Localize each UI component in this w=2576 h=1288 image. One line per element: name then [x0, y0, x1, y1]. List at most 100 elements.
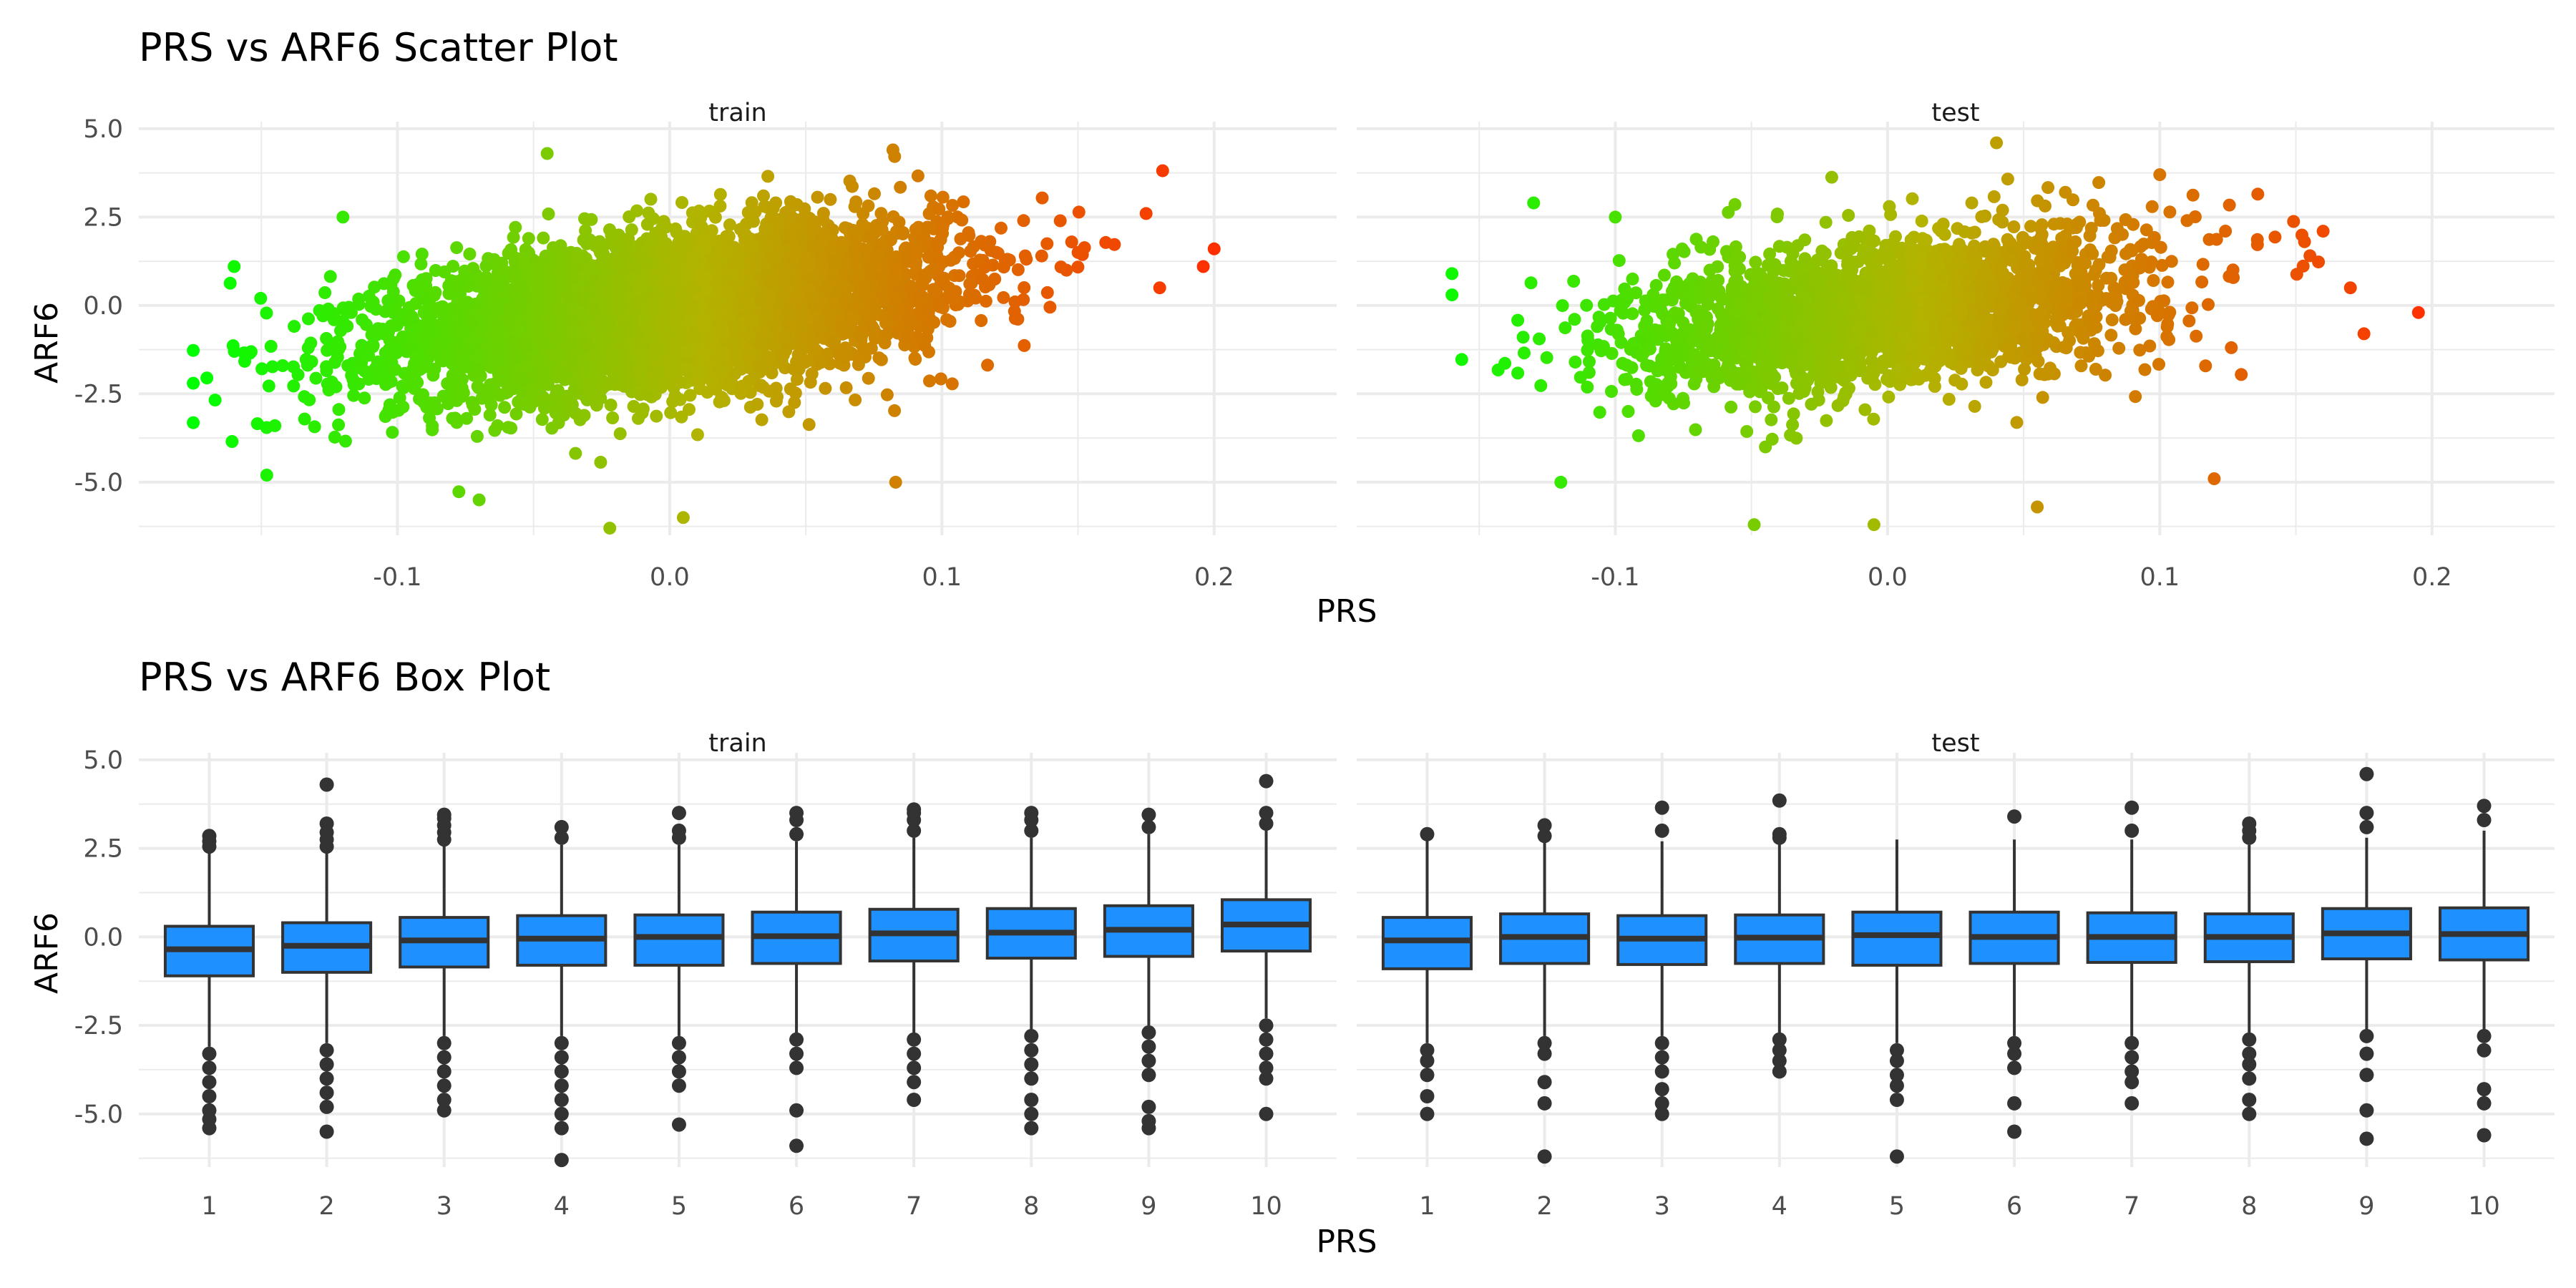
scatter-point [664, 406, 678, 419]
scatter-point [518, 398, 531, 411]
scatter-point [390, 318, 404, 332]
scatter-point [852, 270, 865, 283]
scatter-point [417, 306, 431, 319]
scatter-point [879, 316, 892, 330]
scatter-y-tick-label: 0.0 [83, 292, 123, 321]
scatter-point [1011, 263, 1025, 276]
scatter-point [585, 213, 598, 226]
scatter-point [675, 196, 688, 209]
scatter-point [250, 417, 264, 431]
scatter-point [940, 313, 954, 326]
scatter-point [909, 258, 922, 272]
scatter-point [712, 364, 726, 377]
scatter-point [1054, 260, 1068, 274]
scatter-point [853, 330, 867, 343]
scatter-point [862, 371, 875, 385]
scatter-point [446, 411, 459, 425]
scatter-point [1156, 164, 1169, 177]
scatter-point [695, 220, 708, 233]
scatter-point [819, 381, 832, 395]
scatter-point [755, 413, 769, 426]
scatter-point [606, 411, 620, 424]
scatter-point [287, 379, 301, 393]
scatter-point [763, 353, 777, 366]
scatter-point [479, 390, 492, 404]
scatter-point [262, 379, 275, 393]
scatter-point [1020, 253, 1033, 266]
scatter-y-tick-label: 5.0 [83, 115, 123, 144]
scatter-point [1011, 313, 1025, 326]
scatter-point [491, 419, 504, 432]
scatter-point [776, 348, 790, 362]
scatter-point [761, 170, 775, 183]
scatter-point [549, 406, 562, 419]
scatter-point [937, 218, 950, 231]
scatter-point [301, 358, 314, 372]
scatter-point [683, 403, 696, 416]
scatter-point [908, 351, 922, 365]
scatter-point [320, 364, 333, 378]
scatter-point [923, 374, 936, 388]
scatter-point [782, 405, 796, 419]
scatter-point [405, 310, 419, 323]
scatter-point [389, 363, 402, 376]
scatter-point [604, 399, 618, 411]
scatter-point [1053, 214, 1067, 228]
scatter-point [909, 223, 922, 236]
scatter-point [460, 411, 474, 425]
scatter-point [522, 232, 535, 245]
scatter-point [1017, 293, 1030, 306]
scatter-point [922, 207, 936, 220]
scatter-point [975, 314, 988, 327]
scatter-point [483, 409, 497, 421]
scatter-point [716, 391, 729, 404]
scatter-point [623, 210, 636, 223]
scatter-point [650, 409, 663, 423]
scatter-point [708, 210, 722, 224]
scatter-point [387, 272, 400, 286]
scatter-point [531, 264, 545, 278]
scatter-point [397, 381, 411, 394]
scatter-point [352, 298, 366, 311]
scatter-point [920, 301, 934, 314]
scatter-point [452, 485, 466, 499]
scatter-point [356, 313, 369, 326]
scatter-point [463, 248, 477, 260]
scatter-point [791, 373, 804, 386]
scatter-point [518, 360, 532, 374]
scatter-point [735, 383, 748, 396]
scatter-point [470, 429, 484, 443]
scatter-point [461, 360, 474, 374]
scatter-point [788, 396, 801, 409]
scatter-point [384, 351, 398, 365]
scatter-point [594, 456, 608, 469]
scatter-point [381, 294, 395, 308]
scatter-point [530, 354, 544, 368]
scatter-point [208, 394, 222, 407]
scatter-point [255, 362, 269, 376]
scatter-point [911, 169, 924, 182]
scatter-y-tick-label: 2.5 [83, 203, 123, 232]
scatter-point [320, 332, 333, 345]
scatter-point [537, 231, 550, 245]
scatter-point [997, 291, 1010, 304]
scatter-point [597, 380, 611, 393]
scatter-point [846, 180, 859, 193]
scatter-point [968, 288, 981, 302]
scatter-point [415, 248, 429, 261]
scatter-point [555, 263, 569, 276]
scatter-point [849, 393, 862, 406]
scatter-point [771, 218, 785, 231]
scatter-point [880, 388, 894, 401]
scatter-point [1018, 281, 1031, 294]
scatter-point [450, 241, 464, 255]
scatter-point [433, 336, 447, 349]
scatter-point [386, 426, 399, 439]
scatter-point [238, 354, 251, 368]
scatter-point [447, 260, 460, 273]
scatter-point [920, 267, 934, 280]
scatter-point [729, 353, 743, 367]
scatter-point [369, 361, 382, 375]
scatter-point [644, 192, 658, 206]
scatter-point [396, 250, 410, 263]
